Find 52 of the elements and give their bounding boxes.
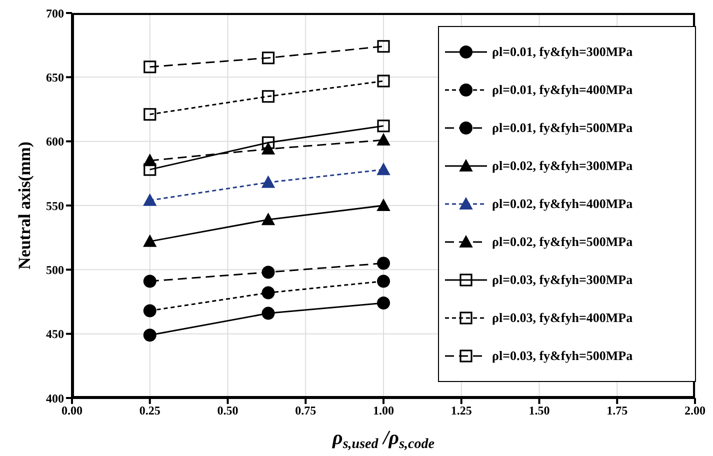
x-tick-label: 1.75 [606, 404, 628, 418]
point [377, 199, 390, 211]
y-tick-label: 600 [46, 134, 64, 149]
legend-label: ρl=0.02, fy&fyh=500MPa [492, 234, 633, 250]
point [262, 176, 275, 188]
point [143, 194, 156, 206]
y-tick-label: 550 [46, 198, 64, 213]
x-tick-label: 1.50 [528, 404, 550, 418]
point [377, 296, 390, 310]
y-tick-label: 650 [46, 70, 64, 84]
point [262, 306, 275, 320]
legend-label: ρl=0.01, fy&fyh=300MPa [492, 44, 633, 60]
point [262, 286, 275, 300]
point [262, 136, 275, 149]
point [377, 74, 390, 88]
y-tick-label: 500 [46, 262, 64, 277]
y-tick-label: 450 [46, 327, 64, 342]
y-axis-title: Neutral axis(mm) [14, 142, 34, 270]
y-tick-label: 400 [46, 391, 64, 406]
point [144, 108, 156, 121]
point [377, 274, 390, 288]
point [143, 328, 156, 342]
point [144, 60, 156, 74]
x-axis-title: ρ$_{s,used}$ /ρ$_{s,code}$ [332, 427, 434, 452]
point [377, 134, 390, 146]
x-tick-label: 1.25 [450, 404, 472, 418]
x-tick-label: 0.00 [62, 404, 82, 418]
legend-label: ρl=0.01, fy&fyh=400MPa [492, 82, 633, 98]
x-tick-label: 0.25 [139, 404, 160, 418]
legend-label: ρl=0.03, fy&fyh=300MPa [492, 272, 633, 288]
point [143, 234, 156, 247]
point [262, 52, 275, 64]
y-tick-label: 700 [46, 6, 64, 20]
point [377, 256, 390, 270]
x-tick-label: 0.50 [217, 404, 238, 418]
point [262, 266, 275, 279]
legend-label: ρl=0.01, fy&fyh=500MPa [492, 120, 633, 136]
point [377, 163, 390, 176]
point [262, 90, 275, 103]
legend-label: ρl=0.03, fy&fyh=400MPa [492, 310, 633, 326]
point [262, 213, 275, 226]
point [377, 40, 390, 53]
x-tick-label: 2.00 [684, 404, 706, 418]
point [377, 120, 390, 132]
legend-label: ρl=0.02, fy&fyh=300MPa [492, 158, 633, 174]
legend-label: ρl=0.03, fy&fyh=500MPa [492, 348, 633, 364]
legend-label: ρl=0.02, fy&fyh=400MPa [492, 196, 633, 212]
point [144, 163, 156, 176]
point [143, 304, 156, 318]
point [143, 274, 156, 288]
x-tick-label: 1.00 [373, 404, 394, 418]
x-tick-label: 0.75 [295, 404, 316, 418]
